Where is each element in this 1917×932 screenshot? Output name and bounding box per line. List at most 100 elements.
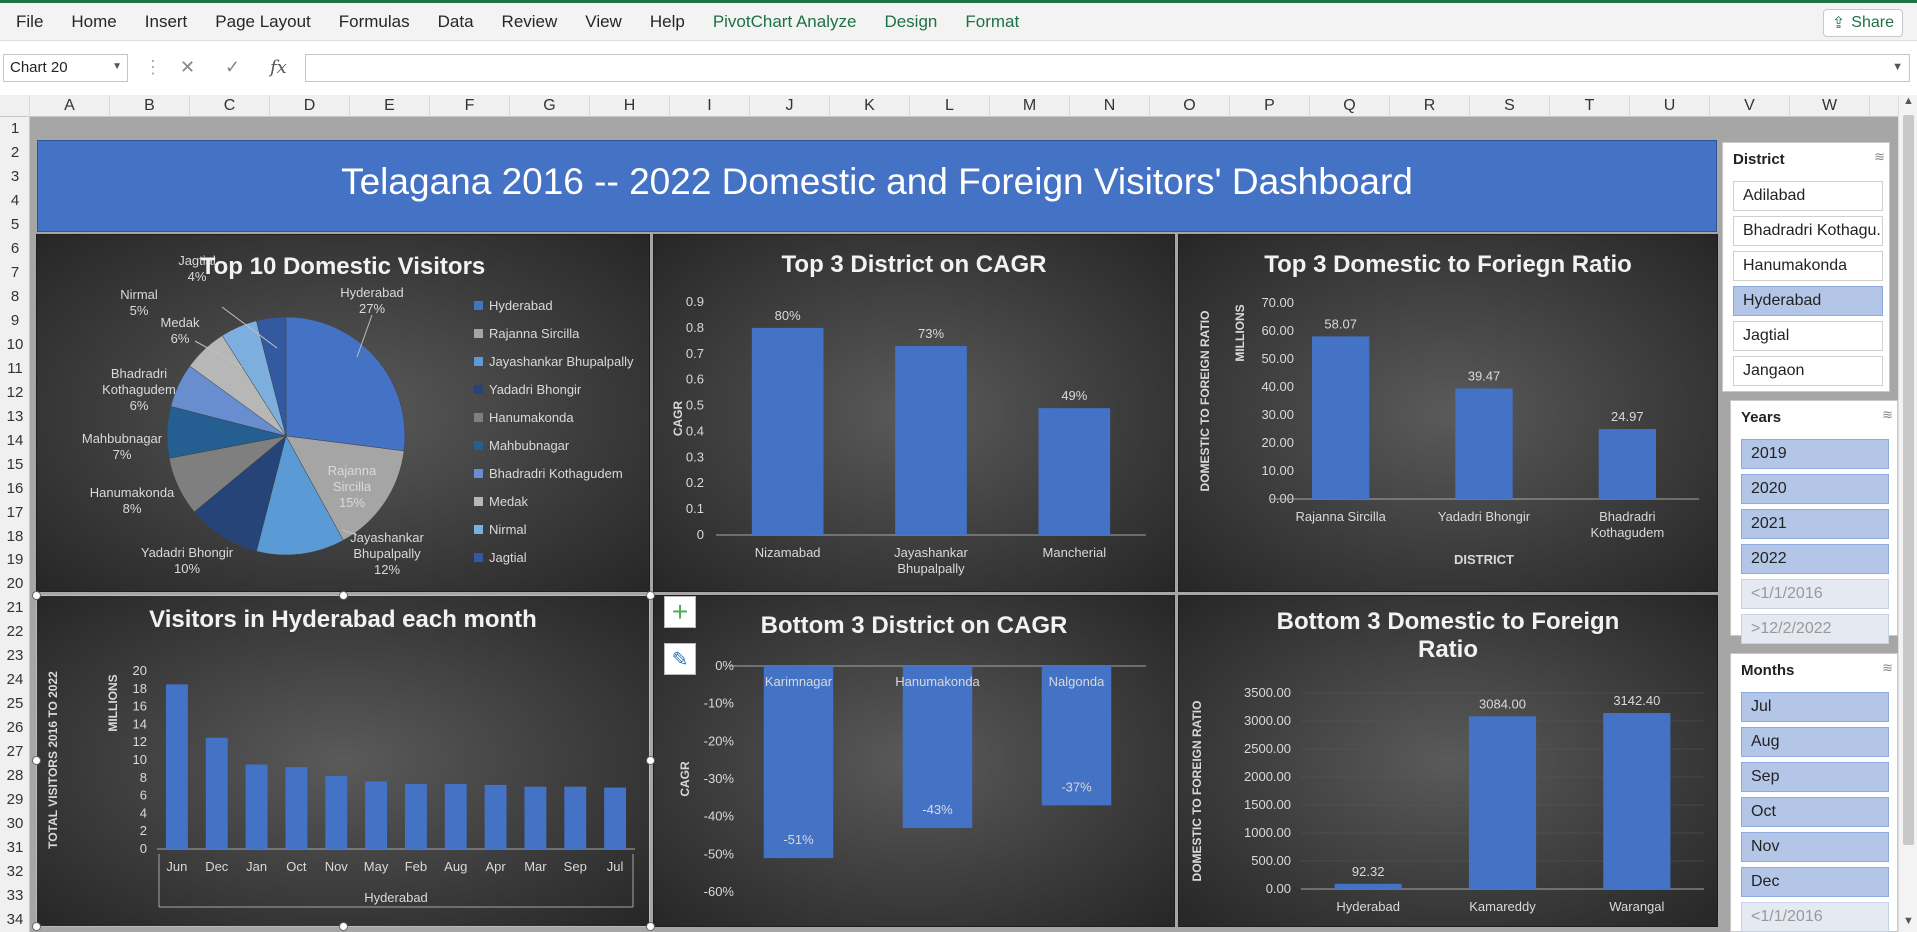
vertical-scrollbar[interactable]: ▲ ▼ <box>1898 95 1917 932</box>
select-all-corner[interactable] <box>0 95 30 117</box>
slicer-item[interactable]: 2022 <box>1741 544 1889 574</box>
bar[interactable] <box>1455 388 1513 499</box>
tab-data[interactable]: Data <box>437 11 474 31</box>
scrollbar-thumb[interactable] <box>1903 115 1914 845</box>
slicer-item[interactable]: Jangaon <box>1733 356 1883 386</box>
slicer-item[interactable]: Nov <box>1741 832 1889 862</box>
row-header[interactable]: 30 <box>6 815 24 833</box>
bar[interactable] <box>1603 713 1671 889</box>
multi-select-icon[interactable]: ≋ <box>1882 660 1893 675</box>
row-header[interactable]: 34 <box>6 911 24 929</box>
slicer-years[interactable]: Years ≋ 2019 2020 2021 2022 <1/1/2016 >12/2/202… <box>1730 400 1898 644</box>
slicer-district[interactable]: District ≋ Adilabad Bhadradri Kothagu... Han… <box>1722 142 1890 392</box>
tab-file[interactable]: File <box>16 11 44 31</box>
column-header[interactable]: C <box>190 95 270 117</box>
tab-format[interactable]: Format <box>965 11 1020 31</box>
slicer-months[interactable]: Months ≋ Jul Aug Sep Oct Nov Dec <1/1/2016 <box>1730 653 1898 932</box>
pie-slice[interactable] <box>285 435 405 541</box>
row-header[interactable]: 6 <box>10 239 20 257</box>
row-header[interactable]: 28 <box>6 767 24 785</box>
row-header[interactable]: 31 <box>6 839 24 857</box>
bar[interactable] <box>285 767 308 849</box>
column-header[interactable]: W <box>1790 95 1870 117</box>
slicer-item[interactable]: Hyderabad <box>1733 286 1883 316</box>
slicer-item[interactable]: Bhadradri Kothagu... <box>1733 216 1883 246</box>
pie-slice[interactable] <box>256 316 287 437</box>
row-header[interactable]: 7 <box>10 263 20 281</box>
row-header[interactable]: 20 <box>6 575 24 593</box>
slicer-item[interactable]: <1/1/2016 <box>1741 579 1889 609</box>
column-header[interactable]: N <box>1070 95 1150 117</box>
row-header[interactable]: 21 <box>6 599 24 617</box>
bar[interactable] <box>524 786 547 849</box>
slicer-item[interactable]: 2021 <box>1741 509 1889 539</box>
chart-top-3-domestic-foreign-ratio[interactable]: 0.00 10.00 20.00 30.00 40.00 50.00 60.00 70.00 5… <box>1178 234 1718 592</box>
slicer-item[interactable]: Adilabad <box>1733 181 1883 211</box>
column-header[interactable]: O <box>1150 95 1230 117</box>
resize-handle[interactable] <box>32 922 41 931</box>
tab-insert[interactable]: Insert <box>144 11 188 31</box>
slicer-item[interactable]: Sep <box>1741 762 1889 792</box>
bar[interactable] <box>444 784 467 849</box>
row-header[interactable]: 15 <box>6 455 24 473</box>
bar[interactable] <box>404 784 427 849</box>
row-header[interactable]: 24 <box>6 671 24 689</box>
column-header[interactable]: G <box>510 95 590 117</box>
bar[interactable] <box>365 781 388 849</box>
bar[interactable] <box>604 787 627 849</box>
bar[interactable] <box>484 784 507 849</box>
pie-slice[interactable] <box>285 316 406 452</box>
column-header[interactable]: Q <box>1310 95 1390 117</box>
tab-formulas[interactable]: Formulas <box>338 11 410 31</box>
resize-handle[interactable] <box>339 922 348 931</box>
row-header[interactable]: 2 <box>10 143 20 161</box>
slicer-item[interactable]: 2020 <box>1741 474 1889 504</box>
bar[interactable] <box>751 327 824 535</box>
bar[interactable] <box>763 666 834 859</box>
resize-handle[interactable] <box>32 591 41 600</box>
slicer-item[interactable]: <1/1/2016 <box>1741 902 1889 932</box>
row-header[interactable]: 17 <box>6 503 24 521</box>
column-header[interactable]: M <box>990 95 1070 117</box>
enter-check-icon[interactable]: ✓ <box>225 57 241 77</box>
column-header[interactable]: L <box>910 95 990 117</box>
tab-view[interactable]: View <box>585 11 622 31</box>
chart-styles-button[interactable]: ✎ <box>664 643 696 675</box>
row-header[interactable]: 5 <box>10 215 20 233</box>
multi-select-icon[interactable]: ≋ <box>1882 407 1893 422</box>
column-header[interactable]: U <box>1630 95 1710 117</box>
tab-help[interactable]: Help <box>649 11 685 31</box>
resize-handle[interactable] <box>646 591 655 600</box>
column-header[interactable]: T <box>1550 95 1630 117</box>
row-header[interactable]: 18 <box>6 527 24 545</box>
row-header[interactable]: 9 <box>10 311 20 329</box>
row-header[interactable]: 29 <box>6 791 24 809</box>
bar[interactable] <box>245 764 268 849</box>
column-header[interactable]: D <box>270 95 350 117</box>
row-header[interactable]: 25 <box>6 695 24 713</box>
row-header[interactable]: 14 <box>6 431 24 449</box>
resize-handle[interactable] <box>646 756 655 765</box>
bar[interactable] <box>902 666 973 828</box>
slicer-item[interactable]: Jul <box>1741 692 1889 722</box>
chart-bottom-3-district-cagr[interactable]: 0% -10% -20% -30% -40% -50% -60% -51% Karimnagar… <box>653 595 1175 927</box>
column-header[interactable]: J <box>750 95 830 117</box>
slicer-item[interactable]: 2019 <box>1741 439 1889 469</box>
chart-visitors-hyderabad-monthly[interactable]: 0 2 4 6 8 10 12 14 16 18 20 Jun Dec Jan Oct Nov May Feb Au… <box>36 595 650 927</box>
bar[interactable] <box>1334 883 1402 889</box>
row-header[interactable]: 27 <box>6 743 24 761</box>
scroll-up-icon[interactable]: ▲ <box>1903 95 1914 107</box>
bar[interactable] <box>1468 716 1537 889</box>
column-header[interactable]: V <box>1710 95 1790 117</box>
scroll-down-icon[interactable]: ▼ <box>1903 915 1914 927</box>
bar[interactable] <box>165 684 188 849</box>
slicer-item[interactable]: >12/2/2022 <box>1741 614 1889 644</box>
column-header[interactable]: R <box>1390 95 1470 117</box>
tab-pivotchart-analyze[interactable]: PivotChart Analyze <box>712 11 857 31</box>
row-header[interactable]: 11 <box>7 359 23 377</box>
slicer-item[interactable]: Jagtial <box>1733 321 1883 351</box>
row-header[interactable]: 13 <box>6 407 24 425</box>
column-header[interactable]: E <box>350 95 430 117</box>
row-header[interactable]: 1 <box>10 120 20 137</box>
column-header[interactable]: H <box>590 95 670 117</box>
